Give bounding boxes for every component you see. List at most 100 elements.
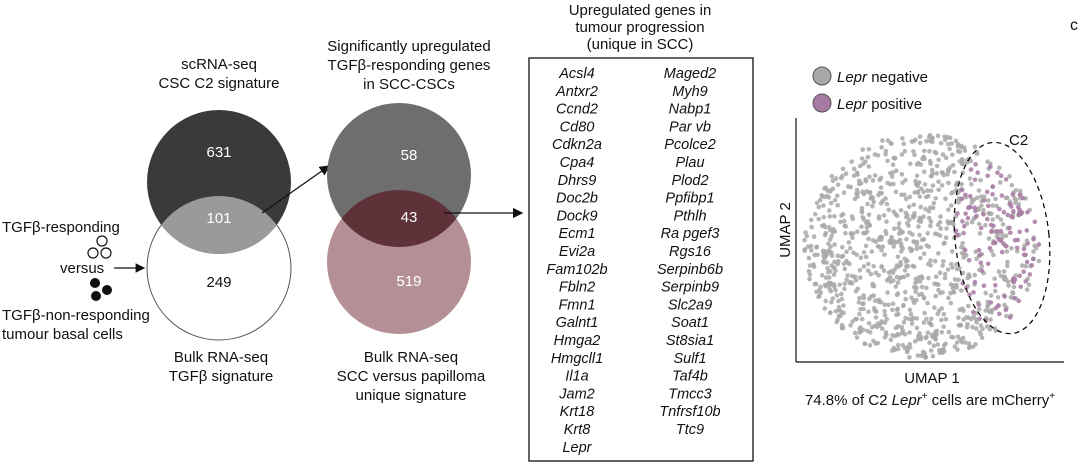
umap-point-positive bbox=[966, 258, 972, 263]
umap-point-negative bbox=[891, 155, 897, 161]
umap-point-negative bbox=[937, 270, 943, 276]
umap-point-negative bbox=[869, 249, 875, 254]
c2-cluster-label: C2 bbox=[1009, 132, 1028, 149]
umap-point-negative bbox=[879, 235, 884, 240]
umap-point-negative bbox=[918, 245, 924, 250]
umap-point-negative bbox=[993, 328, 999, 333]
umap-point-positive bbox=[1016, 298, 1022, 304]
umap-point-positive bbox=[1004, 243, 1009, 249]
umap-point-positive bbox=[1032, 219, 1038, 224]
umap-point-negative bbox=[919, 237, 925, 243]
umap-point-negative bbox=[834, 319, 839, 325]
umap-point-positive bbox=[993, 240, 998, 246]
umap-point-negative bbox=[896, 332, 901, 338]
responding-cell-icon bbox=[96, 235, 108, 247]
tgfb-nonresponding-label-line2: tumour basal cells bbox=[2, 326, 123, 343]
umap-point-negative bbox=[933, 274, 939, 280]
umap-point-positive bbox=[999, 249, 1005, 255]
umap-point-negative bbox=[832, 198, 838, 203]
umap-point-positive bbox=[1011, 295, 1017, 301]
umap-point-negative bbox=[952, 169, 957, 175]
gene-name: Pcolce2 bbox=[664, 137, 716, 153]
gene-name: Myh9 bbox=[672, 84, 707, 100]
umap-point-negative bbox=[945, 141, 951, 147]
umap-point-positive bbox=[997, 311, 1002, 317]
gene-name: St8sia1 bbox=[666, 333, 714, 349]
umap-point-negative bbox=[909, 317, 915, 323]
umap-point-positive bbox=[1023, 279, 1028, 284]
umap-point-negative bbox=[832, 229, 838, 234]
umap-point-negative bbox=[832, 265, 837, 271]
umap-point-negative bbox=[826, 282, 832, 288]
umap-point-negative bbox=[895, 306, 901, 312]
umap-point-negative bbox=[1031, 249, 1036, 254]
umap-point-negative bbox=[859, 316, 865, 322]
umap-point-negative bbox=[1002, 302, 1007, 308]
umap-point-negative bbox=[807, 276, 812, 282]
umap-point-negative bbox=[816, 216, 821, 222]
umap-point-negative bbox=[1009, 246, 1014, 251]
umap-point-negative bbox=[907, 342, 912, 347]
umap-point-negative bbox=[889, 234, 894, 240]
umap-point-negative bbox=[934, 171, 939, 176]
umap-point-negative bbox=[829, 250, 834, 256]
umap-point-negative bbox=[909, 295, 914, 301]
umap-point-negative bbox=[823, 298, 828, 304]
umap-point-negative bbox=[944, 226, 949, 231]
umap-point-negative bbox=[868, 330, 873, 335]
umap-point-negative bbox=[812, 212, 818, 217]
umap-point-negative bbox=[969, 182, 974, 187]
umap-point-negative bbox=[883, 196, 888, 201]
umap-point-negative bbox=[1026, 282, 1032, 288]
umap-point-negative bbox=[848, 231, 854, 237]
umap-point-negative bbox=[888, 182, 893, 187]
umap-point-negative bbox=[904, 214, 909, 220]
umap-point-negative bbox=[925, 330, 931, 336]
venn2-bottom-title-line1: Bulk RNA-seq bbox=[364, 349, 458, 366]
umap-point-positive bbox=[1027, 272, 1033, 277]
umap-point-negative bbox=[946, 329, 952, 335]
umap-point-negative bbox=[870, 195, 876, 201]
umap-point-positive bbox=[988, 222, 994, 228]
umap-point-negative bbox=[908, 248, 914, 254]
gene-name: Cpa4 bbox=[560, 155, 595, 171]
umap-point-negative bbox=[846, 184, 851, 189]
umap-point-positive bbox=[1021, 269, 1026, 275]
umap-point-negative bbox=[941, 311, 947, 317]
umap-point-negative bbox=[962, 252, 967, 257]
c2-cluster-outline bbox=[953, 141, 1051, 335]
umap-point-negative bbox=[811, 234, 817, 239]
umap-point-negative bbox=[818, 197, 823, 203]
umap-point-negative bbox=[928, 161, 933, 166]
umap-point-negative bbox=[992, 276, 997, 282]
umap-point-negative bbox=[871, 199, 876, 205]
umap-point-negative bbox=[883, 151, 888, 157]
umap-point-negative bbox=[939, 170, 945, 175]
umap-point-negative bbox=[840, 325, 846, 331]
umap-point-negative bbox=[836, 298, 841, 304]
umap-point-negative bbox=[899, 275, 904, 280]
gene-name: Dhrs9 bbox=[558, 173, 597, 189]
umap-point-negative bbox=[997, 180, 1003, 185]
umap-point-negative bbox=[822, 232, 828, 238]
umap-point-negative bbox=[835, 202, 840, 208]
umap-point-negative bbox=[919, 284, 925, 290]
umap-point-negative bbox=[939, 306, 945, 311]
umap-point-positive bbox=[985, 216, 990, 222]
umap-point-negative bbox=[930, 205, 936, 211]
umap-point-negative bbox=[922, 310, 927, 316]
umap-point-negative bbox=[951, 222, 956, 227]
umap-point-negative bbox=[925, 188, 930, 193]
nonresponding-cell-icon bbox=[102, 285, 112, 295]
umap-point-positive bbox=[972, 177, 978, 182]
legend-positive-suffix: positive bbox=[867, 96, 922, 113]
umap-point-negative bbox=[882, 335, 888, 340]
umap-point-negative bbox=[986, 236, 992, 241]
umap-point-negative bbox=[825, 266, 830, 271]
umap-point-negative bbox=[960, 270, 966, 276]
umap-point-negative bbox=[892, 226, 897, 231]
umap-point-negative bbox=[962, 148, 968, 153]
gene-name: Acsl4 bbox=[558, 66, 594, 82]
umap-point-negative bbox=[829, 300, 834, 305]
